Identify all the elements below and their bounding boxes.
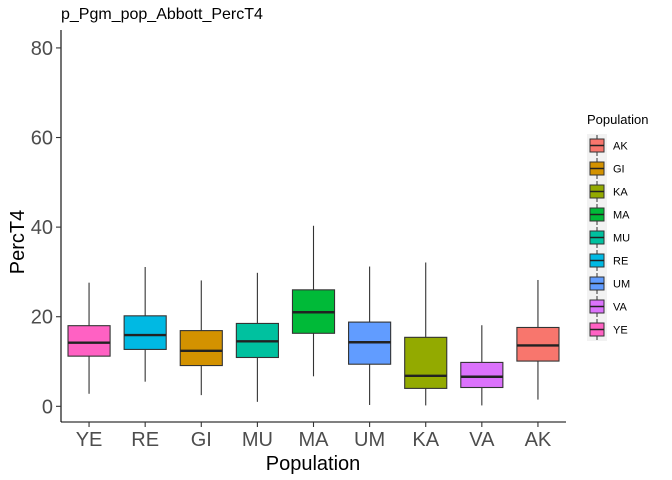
x-tick-label: YE <box>76 429 103 451</box>
legend-label: AK <box>613 141 628 153</box>
legend-label: RE <box>613 256 628 268</box>
legend-label: YE <box>613 325 628 337</box>
x-tick-label: AK <box>525 429 552 451</box>
x-tick-label: VA <box>469 429 495 451</box>
legend-item-ak: AK <box>587 134 628 157</box>
box-va <box>460 325 504 406</box>
legend-item-va: VA <box>587 295 628 318</box>
legend-title: Population <box>587 112 648 127</box>
plot-area: 0 20 40 60 80 YE RE GI MU MA UM KA VA AK <box>31 30 566 451</box>
box-ye <box>67 282 111 394</box>
box-iqr <box>460 361 504 389</box>
x-tick-label: RE <box>131 429 159 451</box>
box-um <box>348 266 392 405</box>
x-tick-label: MA <box>299 429 330 451</box>
legend-item-ka: KA <box>587 180 628 203</box>
box-ma <box>291 225 336 377</box>
legend-label: KA <box>613 187 628 199</box>
legend-item-mu: MU <box>587 226 630 249</box>
legend-item-ye: YE <box>587 318 628 341</box>
x-tick-label: KA <box>412 429 439 451</box>
legend-label: VA <box>613 302 628 314</box>
legend: Population AK GI KA MA MU RE UM VA YE <box>587 112 648 341</box>
y-tick-label: 20 <box>31 307 53 329</box>
legend-label: MU <box>613 233 630 245</box>
legend-label: GI <box>613 164 625 176</box>
box-iqr <box>67 325 111 357</box>
legend-item-gi: GI <box>587 157 625 180</box>
legend-label: MA <box>613 210 630 222</box>
chart-title: p_Pgm_pop_Abbott_PercT4 <box>61 6 263 23</box>
legend-item-um: UM <box>587 272 630 295</box>
x-axis-title: Population <box>266 453 361 475</box>
box-iqr <box>179 330 223 367</box>
box-ak <box>516 279 560 400</box>
box-gi <box>179 280 223 396</box>
y-tick-label: 0 <box>42 396 53 418</box>
y-tick-label: 80 <box>31 38 53 60</box>
y-tick-label: 60 <box>31 128 53 150</box>
legend-label: UM <box>613 279 630 291</box>
y-tick-label: 40 <box>31 217 53 239</box>
legend-item-ma: MA <box>587 203 630 226</box>
box-ka <box>404 262 448 406</box>
box-iqr <box>404 336 448 389</box>
x-tick-label: GI <box>191 429 212 451</box>
legend-item-re: RE <box>587 249 628 272</box>
x-tick-label: UM <box>354 429 385 451</box>
box-iqr <box>123 315 167 350</box>
x-tick-label: MU <box>242 429 273 451</box>
y-axis-title: PercT4 <box>7 210 29 274</box>
box-re <box>123 266 167 382</box>
box-mu <box>235 272 279 402</box>
